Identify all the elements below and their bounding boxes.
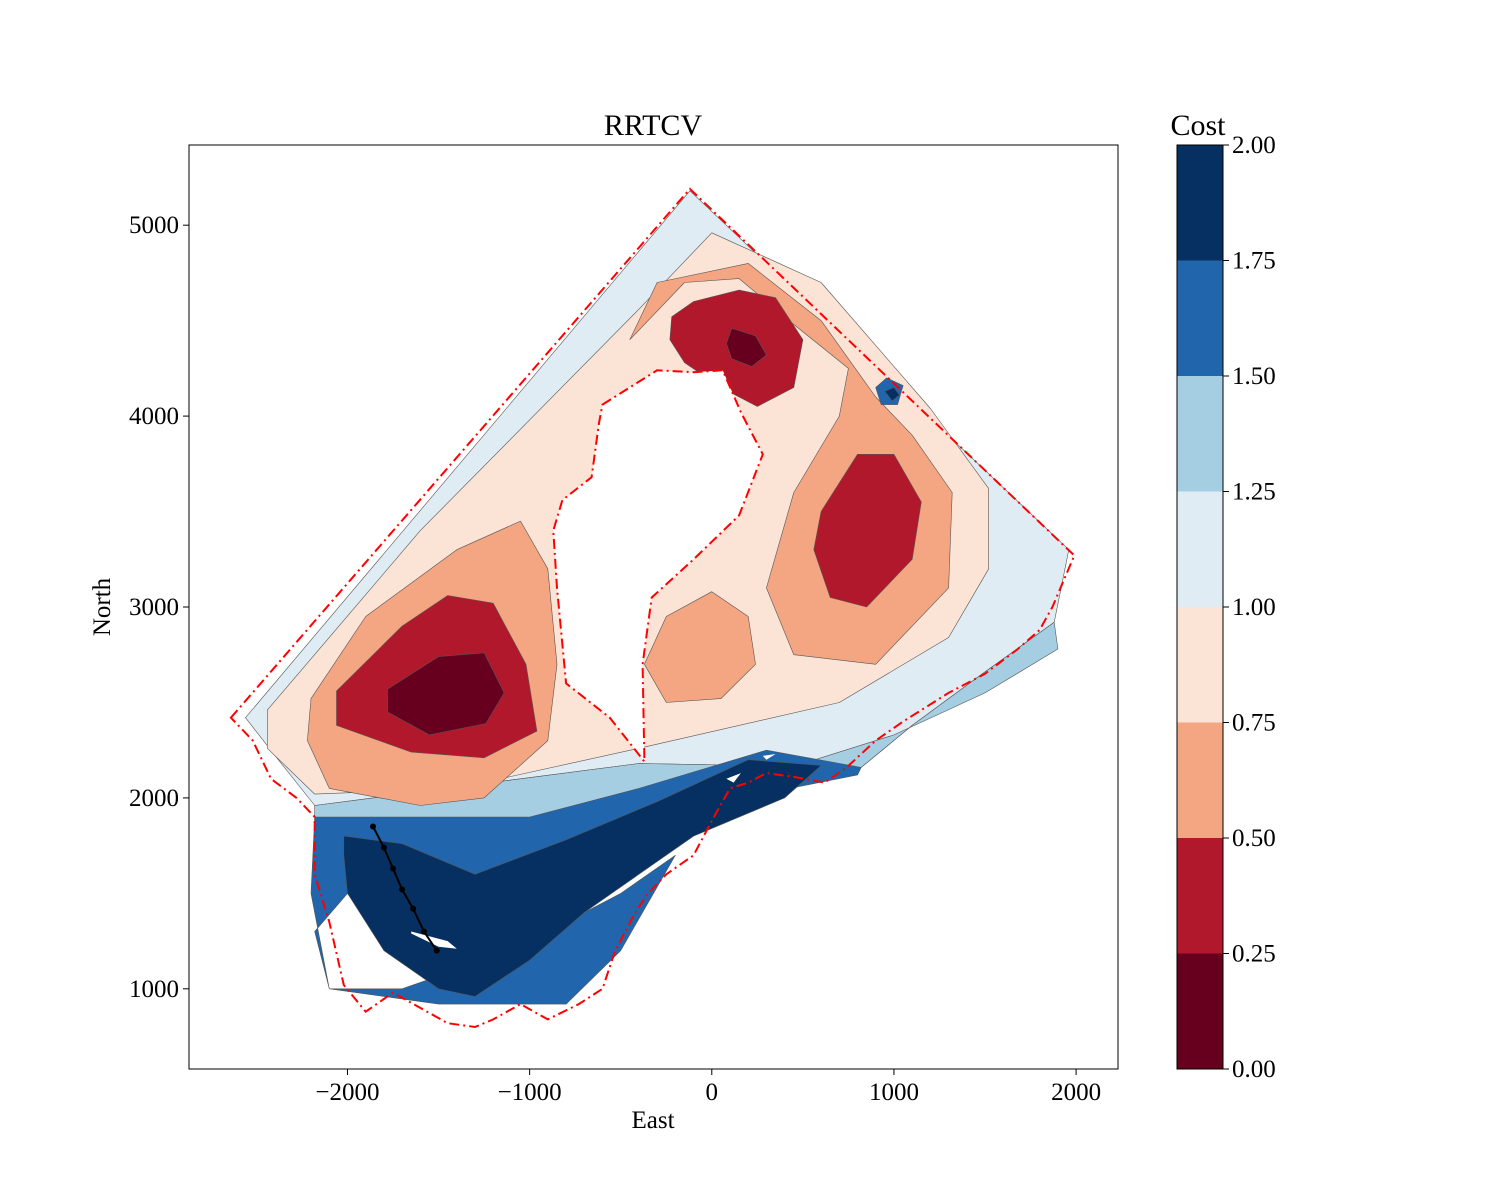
x-tick-label: 1000 bbox=[869, 1079, 919, 1106]
colorbar-swatch bbox=[1177, 953, 1223, 1069]
colorbar-tick-label: 1.00 bbox=[1232, 594, 1276, 621]
void-region bbox=[411, 931, 457, 949]
path-waypoint bbox=[399, 886, 406, 893]
colorbar-tick-label: 0.50 bbox=[1232, 825, 1276, 852]
colorbar-tick-label: 1.25 bbox=[1232, 479, 1276, 506]
path-waypoint bbox=[421, 928, 427, 935]
y-tick-label: 2000 bbox=[129, 785, 179, 812]
cost-region-0.00-0.25 bbox=[387, 652, 505, 736]
y-tick-label: 5000 bbox=[129, 212, 179, 239]
cost-region-0.50-0.75 bbox=[644, 591, 756, 703]
cost-region-0.00-0.25 bbox=[726, 327, 767, 367]
cost-region-0.25-0.50 bbox=[813, 453, 922, 608]
void-region bbox=[726, 773, 741, 783]
x-axis: −2000 −1000 0 1000 2000 bbox=[315, 1069, 1101, 1106]
x-tick-label: −1000 bbox=[498, 1079, 562, 1106]
colorbar-tick-label: 1.75 bbox=[1232, 248, 1276, 275]
void-region bbox=[762, 754, 776, 760]
y-axis-label: North bbox=[89, 577, 116, 636]
colorbar-frame bbox=[1176, 144, 1224, 1070]
cost-region-1.75-2.00 bbox=[343, 759, 822, 997]
colorbar: 0.00 0.25 0.50 0.75 1.00 1.25 1.50 1.75 2.00 bbox=[1177, 132, 1276, 1083]
y-tick-label: 3000 bbox=[129, 594, 179, 621]
colorbar-swatch bbox=[1177, 145, 1223, 261]
path-waypoint bbox=[380, 844, 387, 851]
colorbar-label: Cost bbox=[1170, 109, 1226, 142]
colorbar-tick-label: 1.50 bbox=[1232, 363, 1276, 390]
y-tick-label: 1000 bbox=[129, 976, 179, 1003]
colorbar-swatch bbox=[1177, 607, 1223, 723]
colorbar-swatch bbox=[1177, 491, 1223, 607]
void-regions bbox=[411, 370, 776, 949]
boundary-line bbox=[229, 187, 1076, 1029]
path-waypoint bbox=[410, 905, 417, 912]
colorbar-swatch bbox=[1177, 260, 1223, 376]
planned-path bbox=[370, 823, 440, 954]
x-tick-label: 0 bbox=[706, 1079, 719, 1106]
path-waypoint bbox=[433, 947, 440, 954]
cost-region-1.75-2.00 bbox=[884, 387, 900, 402]
path-waypoint bbox=[370, 823, 376, 830]
colorbar-tick-label: 0.25 bbox=[1232, 941, 1276, 968]
chart-title: RRTCV bbox=[604, 109, 703, 142]
domain-boundary bbox=[229, 187, 1076, 1029]
colorbar-swatch bbox=[1177, 376, 1223, 492]
colorbar-tick-label: 2.00 bbox=[1232, 132, 1276, 159]
colorbar-swatch bbox=[1177, 722, 1223, 838]
y-axis: 1000 2000 3000 4000 5000 bbox=[129, 212, 189, 1003]
x-tick-label: 2000 bbox=[1051, 1079, 1101, 1106]
colorbar-swatch bbox=[1177, 838, 1223, 954]
x-axis-label: East bbox=[631, 1107, 674, 1134]
void-region bbox=[553, 370, 763, 762]
y-tick-label: 4000 bbox=[129, 403, 179, 430]
path-waypoint bbox=[390, 865, 396, 872]
x-tick-label: −2000 bbox=[315, 1079, 379, 1106]
colorbar-tick-label: 0.75 bbox=[1232, 710, 1276, 737]
colorbar-tick-label: 0.00 bbox=[1232, 1056, 1276, 1083]
